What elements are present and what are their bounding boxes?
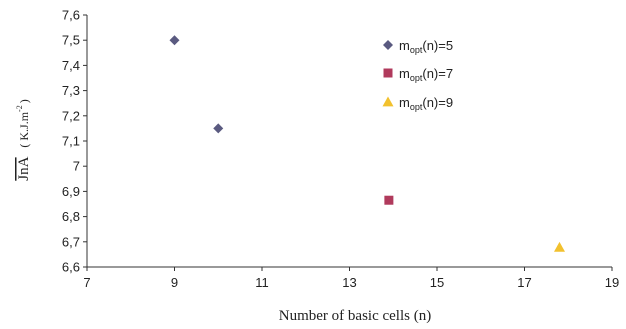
y-tick-label: 7 — [73, 159, 80, 174]
y-axis-title: JnA ( K.J.m-2) — [15, 99, 32, 180]
y-axis-title-main: JnA — [16, 156, 32, 180]
data-point-series-3-1 — [554, 241, 565, 252]
legend-marker-2 — [383, 68, 393, 78]
x-axis-ticks: 7 9 11 13 15 17 19 — [83, 267, 619, 290]
y-axis-ticks: 6,6 6,7 6,8 6,9 7 7,1 7,2 7,3 7,4 7,5 7,6 — [62, 8, 87, 275]
data-point-series-2-1 — [384, 195, 394, 205]
data-point-series-1-2 — [213, 123, 224, 134]
svg-text:JnA ( K.J.m-2): JnA ( K.J.m-2) — [15, 99, 32, 180]
x-tick-label: 19 — [605, 275, 619, 290]
legend-label-2: mopt(n)=7 — [399, 66, 453, 83]
y-tick-label: 7,4 — [62, 58, 80, 73]
legend-marker-3 — [382, 96, 394, 107]
legend-label-3: mopt(n)=9 — [399, 95, 453, 112]
y-axis-title-unit: ( K.J.m — [17, 111, 31, 147]
data-points — [169, 35, 565, 252]
x-tick-label: 9 — [171, 275, 178, 290]
y-tick-label: 7,6 — [62, 8, 80, 23]
y-tick-label: 6,6 — [62, 260, 80, 275]
y-tick-label: 7,5 — [62, 33, 80, 48]
x-tick-label: 17 — [517, 275, 531, 290]
legend-label-1: mopt(n)=5 — [399, 38, 453, 55]
y-tick-label: 7,3 — [62, 83, 80, 98]
y-tick-label: 7,2 — [62, 108, 80, 123]
x-tick-label: 7 — [83, 275, 90, 290]
y-tick-label: 7,1 — [62, 134, 80, 149]
y-axis-title-close: ) — [17, 99, 31, 103]
x-tick-label: 15 — [430, 275, 444, 290]
legend: mopt(n)=5 mopt(n)=7 mopt(n)=9 — [382, 38, 453, 112]
x-tick-label: 11 — [255, 275, 269, 290]
y-axis-title-exponent: -2 — [15, 105, 24, 112]
x-axis-title: Number of basic cells (n) — [279, 308, 431, 324]
data-point-series-1-1 — [169, 35, 180, 46]
y-tick-label: 6,9 — [62, 184, 80, 199]
y-tick-label: 6,7 — [62, 234, 80, 249]
x-tick-label: 13 — [342, 275, 356, 290]
y-tick-label: 6,8 — [62, 209, 80, 224]
legend-marker-1 — [383, 40, 393, 50]
axes — [86, 15, 612, 268]
